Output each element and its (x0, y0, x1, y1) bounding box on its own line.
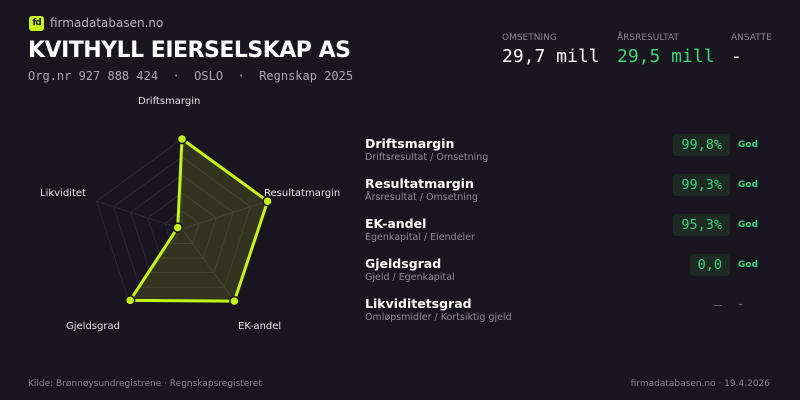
metric-row: Likviditetsgrad Omløpsmidler / Kortsikti… (365, 296, 765, 332)
radar-axis-line (181, 200, 268, 230)
kpi-label-omsetning: OMSETNING (502, 33, 557, 43)
kpi-value-arsresultat: 29,5 mill (617, 46, 715, 67)
kpi-value-ansatte: - (731, 46, 742, 67)
metric-value: 0,0 (689, 254, 730, 276)
metric-status-badge: God (738, 140, 759, 150)
radar-grid-ring (112, 156, 252, 288)
radar-label-ek-andel: EK-andel (238, 321, 282, 332)
metric-title: Likviditetsgrad (365, 296, 472, 311)
kpi-label-arsresultat: ÅRSRESULTAT (617, 33, 679, 43)
metric-formula: Egenkapital / Eiendeler (365, 232, 475, 243)
metric-row: Gjeldsgrad Gjeld / Egenkapital 0,0 God (365, 254, 765, 292)
logo: fd (29, 16, 44, 31)
radar-grid-ring (147, 192, 217, 259)
metric-status-badge: God (738, 180, 759, 190)
kpi-label-ansatte: ANSATTE (731, 33, 772, 43)
company-meta: Org.nr 927 888 424 · OSLO · Regnskap 202… (28, 69, 354, 83)
metric-title: Driftsmargin (365, 136, 455, 151)
radar-point (172, 222, 183, 233)
radar-grid-ring (164, 210, 200, 245)
metric-status-badge: God (738, 220, 759, 230)
metric-status-badge: God (738, 260, 759, 270)
metric-value: 99,8% (673, 134, 730, 156)
radar-label-likviditet: Likviditet (40, 188, 86, 199)
metric-row: Driftsmargin Driftsresultat / Omsetning … (365, 134, 765, 172)
metric-formula: Årsresultat / Omsetning (365, 192, 478, 203)
metric-value: – (713, 297, 722, 313)
metric-formula: Gjeld / Egenkapital (365, 272, 455, 283)
metric-title: Resultatmargin (365, 176, 474, 191)
footer-source: Kilde: Brønnøysundregistrene · Regnskaps… (28, 379, 262, 389)
radar-point (262, 195, 273, 207)
metric-title: EK-andel (365, 216, 427, 231)
metric-row: Resultatmargin Årsresultat / Omsetning 9… (365, 174, 765, 212)
metric-value: 95,3% (673, 214, 730, 236)
radar-label-resultatmargin: Resultatmargin (264, 188, 341, 199)
metric-row: EK-andel Egenkapital / Eiendeler 95,3% G… (365, 214, 765, 252)
radar-point (124, 295, 136, 306)
company-name: KVITHYLL EIERSELSKAP AS (28, 38, 351, 63)
radar-grid-ring (130, 174, 234, 274)
metric-formula: Omløpsmidler / Kortsiktig gjeld (365, 312, 512, 323)
radar-chart (95, 133, 273, 307)
metric-title: Gjeldsgrad (365, 256, 442, 271)
radar-label-driftsmargin: Driftsmargin (138, 96, 201, 107)
kpi-value-omsetning: 29,7 mill (502, 46, 600, 67)
metric-status-badge: – (738, 300, 743, 310)
radar-axis-line (96, 200, 183, 230)
radar-point (229, 295, 240, 307)
radar-axis-line (181, 228, 236, 303)
metric-value: 99,3% (673, 174, 730, 196)
radar-point (176, 133, 188, 145)
radar-series-area (128, 137, 270, 303)
site-name: firmadatabasen.no (50, 16, 164, 30)
footer-site-date: firmadatabasen.no · 19.4.2026 (630, 379, 770, 389)
radar-label-gjeldsgrad: Gjeldsgrad (66, 321, 120, 332)
metric-formula: Driftsresultat / Omsetning (365, 152, 489, 163)
